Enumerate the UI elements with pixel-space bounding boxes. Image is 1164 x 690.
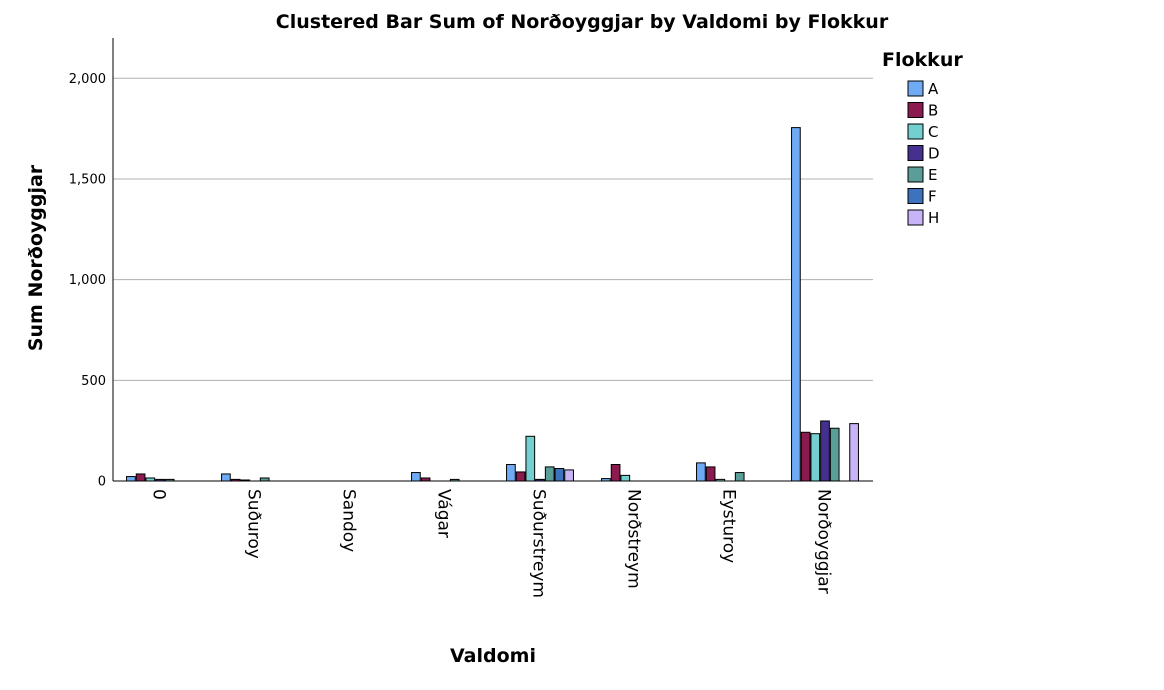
bar-C-7 xyxy=(810,433,821,482)
bar-F-4 xyxy=(554,468,565,482)
y-tick-label: 2,000 xyxy=(69,72,106,87)
legend-label-A: A xyxy=(928,80,939,98)
bar-B-6 xyxy=(705,466,716,482)
legend-label-H: H xyxy=(928,209,939,227)
bar-A-7 xyxy=(791,127,801,482)
chart-title: Clustered Bar Sum of Norðoyggjar by Vald… xyxy=(276,11,889,33)
bar-E-4 xyxy=(544,466,555,482)
legend-label-E: E xyxy=(928,166,937,184)
y-tick-label: 1,000 xyxy=(69,273,106,288)
bar-E-6 xyxy=(734,472,745,482)
gridlines xyxy=(113,77,873,381)
x-category-label: Sandoy xyxy=(339,489,359,552)
x-category-labels: 0 Suðuroy Sandoy Vágar Suðurstreym Norðstreym… xyxy=(149,489,834,598)
y-tick-label: 500 xyxy=(81,374,106,389)
x-category-label: Eysturoy xyxy=(719,489,739,563)
bar-A-1 xyxy=(221,473,231,482)
x-category-label: Suðurstreym xyxy=(529,489,549,598)
bar-B-4 xyxy=(515,471,526,482)
bar-B-7 xyxy=(800,431,811,482)
y-axis-title: Sum Norðoyggjar xyxy=(25,164,47,351)
legend-label-F: F xyxy=(928,188,937,206)
legend-label-C: C xyxy=(928,123,938,141)
bar-E-7 xyxy=(829,427,840,482)
bar-H-7 xyxy=(849,423,859,482)
bars xyxy=(126,127,859,482)
legend-label-B: B xyxy=(928,102,938,120)
legend-swatch-B xyxy=(907,102,924,118)
bar-C-4 xyxy=(525,435,536,482)
x-category-label: Norðoyggjar xyxy=(814,489,834,594)
bar-H-4 xyxy=(564,469,574,482)
y-tick-label: 0 xyxy=(98,475,106,490)
y-tick-labels: 0 500 1,000 1,500 2,000 xyxy=(69,72,106,490)
bar-A-4 xyxy=(506,463,516,482)
bar-A-6 xyxy=(696,462,706,482)
bar-D-7 xyxy=(820,420,830,482)
x-category-label: Suðuroy xyxy=(244,489,264,559)
legend-swatch-D xyxy=(907,145,924,161)
x-category-label: Norðstreym xyxy=(624,489,644,589)
x-category-label: 0 xyxy=(149,489,169,500)
bar-A-3 xyxy=(411,472,421,482)
legend-swatch-E xyxy=(907,166,924,183)
legend-swatch-C xyxy=(907,123,924,140)
bar-A-0 xyxy=(126,476,136,482)
bar-C-5 xyxy=(620,474,631,482)
legend-swatch-H xyxy=(907,209,924,226)
legend-swatch-F xyxy=(907,188,924,204)
bar-B-5 xyxy=(610,463,621,482)
axes xyxy=(112,38,873,482)
x-axis-title: Valdomi xyxy=(450,645,536,667)
y-tick-label: 1,500 xyxy=(69,172,106,187)
x-category-label: Vágar xyxy=(434,489,454,538)
legend-swatch-A xyxy=(907,80,924,97)
legend-title: Flokkur xyxy=(882,49,963,71)
legend-label-D: D xyxy=(928,145,940,163)
bar-B-0 xyxy=(135,473,146,482)
